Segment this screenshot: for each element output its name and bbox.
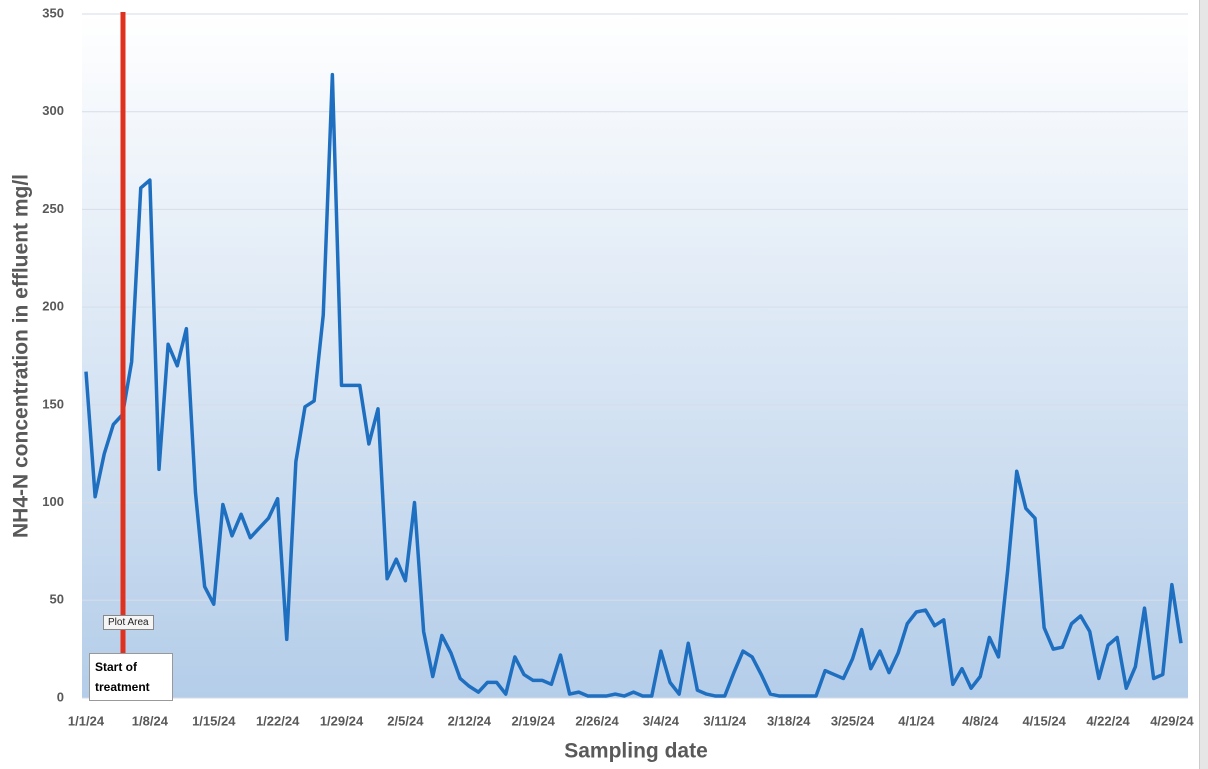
x-tick-label: 3/25/24 <box>831 713 875 728</box>
x-axis-title: Sampling date <box>564 740 708 763</box>
x-tick-label: 3/4/24 <box>643 713 680 728</box>
x-tick-label: 4/29/24 <box>1150 713 1194 728</box>
x-tick-label: 2/5/24 <box>387 713 424 728</box>
x-tick-label: 1/29/24 <box>320 713 364 728</box>
x-tick-label: 3/18/24 <box>767 713 811 728</box>
x-tick-label: 1/22/24 <box>256 713 300 728</box>
x-tick-label: 1/8/24 <box>132 713 169 728</box>
x-tick-label: 4/1/24 <box>898 713 935 728</box>
y-tick-label: 300 <box>42 103 64 118</box>
x-tick-label: 4/15/24 <box>1022 713 1066 728</box>
y-tick-label: 350 <box>42 5 64 20</box>
y-tick-label: 250 <box>42 201 64 216</box>
scrollbar <box>1199 0 1208 769</box>
x-tick-label: 1/15/24 <box>192 713 236 728</box>
tooltip: Plot Area <box>103 615 154 630</box>
x-tick-label: 2/19/24 <box>511 713 555 728</box>
x-tick-label: 3/11/24 <box>703 713 746 728</box>
x-tick-label: 4/22/24 <box>1086 713 1130 728</box>
x-tick-label: 2/26/24 <box>575 713 619 728</box>
data-line <box>84 72 1183 698</box>
y-tick-label: 100 <box>42 494 64 509</box>
y-tick-label: 150 <box>42 396 64 411</box>
x-tick-label: 1/1/24 <box>68 713 105 728</box>
x-tick-label: 4/8/24 <box>962 713 999 728</box>
annotation: Start of treatment <box>89 653 173 701</box>
y-tick-label: 0 <box>57 689 64 704</box>
x-tick-label: 2/12/24 <box>448 713 492 728</box>
plot-area <box>82 14 1188 698</box>
y-tick-label: 200 <box>42 299 64 314</box>
y-tick-label: 50 <box>50 592 64 607</box>
y-axis-title: NH4-N concentration in effluent mg/l <box>10 174 33 538</box>
